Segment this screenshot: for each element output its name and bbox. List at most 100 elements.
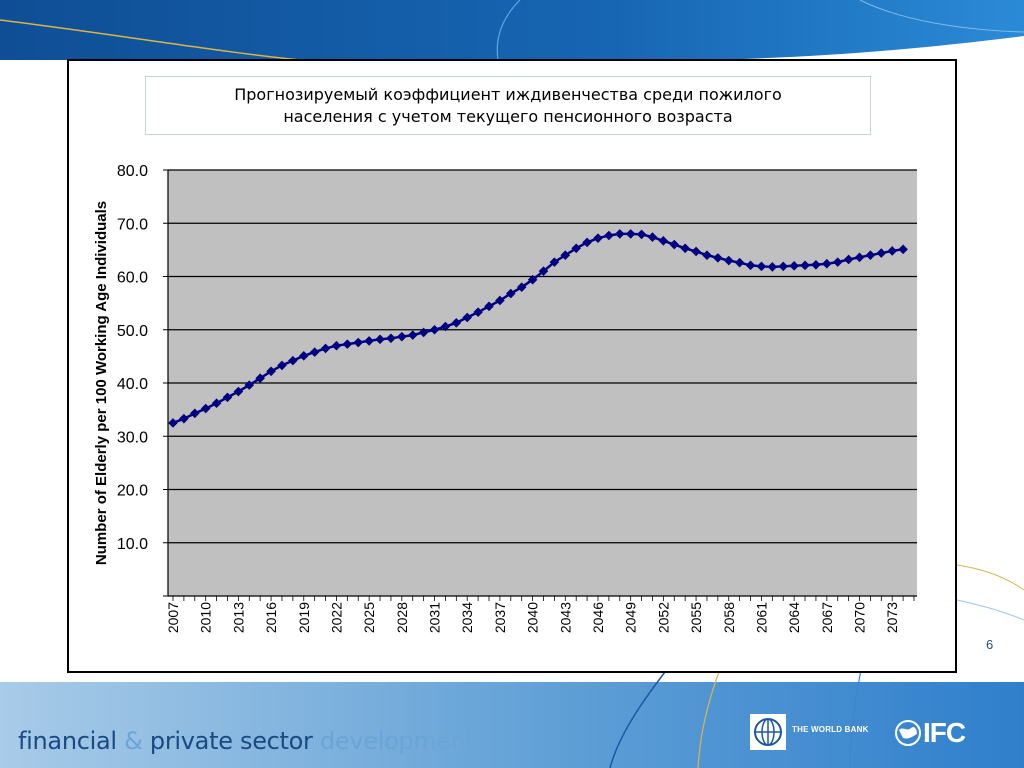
data-point	[789, 261, 799, 271]
footer-title: financial & private sector development	[18, 727, 475, 755]
chart-title-line1: Прогнозируемый коэффициент иждивенчества…	[234, 84, 782, 104]
data-point	[832, 257, 843, 267]
data-point	[495, 295, 505, 306]
ifc-globe-icon	[895, 720, 921, 746]
data-point	[462, 312, 473, 323]
data-point	[527, 274, 538, 285]
data-point	[429, 324, 440, 335]
chart-title: Прогнозируемый коэффициент иждивенчества…	[145, 76, 871, 135]
data-point	[800, 260, 810, 271]
data-point	[233, 386, 244, 397]
data-point	[266, 366, 276, 377]
x-tick-label: 2031	[427, 602, 443, 633]
footer-word-private-sector: private sector	[149, 727, 313, 755]
data-point	[298, 351, 309, 361]
data-point	[168, 418, 178, 428]
data-point	[636, 229, 647, 240]
data-point	[211, 398, 222, 409]
data-point	[625, 229, 636, 239]
data-point	[451, 318, 462, 328]
data-point	[331, 340, 342, 351]
data-point	[277, 360, 287, 371]
data-point	[669, 239, 680, 250]
data-point	[189, 408, 200, 419]
data-point	[647, 232, 658, 242]
data-point	[549, 257, 560, 267]
data-point	[778, 261, 789, 272]
x-tick-label: 2064	[786, 602, 802, 633]
data-point	[571, 243, 581, 254]
world-bank-logo-icon	[750, 714, 786, 750]
footer-ampersand: &	[124, 727, 143, 755]
data-point	[767, 262, 778, 272]
data-point	[179, 413, 189, 424]
data-point	[745, 260, 756, 271]
ifc-logo-text: IFC	[923, 717, 966, 748]
data-point	[691, 246, 701, 257]
data-point	[407, 330, 418, 340]
data-point	[658, 236, 669, 246]
y-tick-label: 60.0	[117, 270, 148, 287]
x-tick-label: 2034	[459, 602, 475, 633]
data-point	[288, 355, 298, 366]
data-point	[702, 250, 712, 260]
data-point	[222, 392, 233, 403]
data-point	[244, 380, 255, 390]
data-point	[440, 321, 451, 332]
chart-title-line2: населения с учетом текущего пенсионного …	[283, 106, 733, 126]
x-tick-label: 2037	[492, 602, 508, 633]
y-axis-title: Number of Elderly per 100 Working Age In…	[93, 201, 110, 565]
y-tick-label: 20.0	[117, 483, 148, 500]
data-point	[734, 257, 745, 268]
data-point	[342, 339, 353, 349]
x-tick-label: 2007	[165, 602, 181, 633]
data-point	[898, 244, 908, 255]
data-point	[397, 331, 407, 342]
data-point	[843, 254, 854, 265]
x-tick-label: 2022	[328, 602, 344, 633]
x-tick-label: 2067	[819, 602, 835, 633]
x-tick-label: 2073	[884, 602, 900, 633]
data-point	[353, 337, 364, 348]
data-point	[320, 343, 331, 354]
data-point	[680, 243, 690, 254]
x-tick-label: 2046	[590, 602, 606, 633]
x-tick-label: 2052	[655, 602, 671, 633]
x-tick-label: 2016	[263, 602, 279, 633]
y-tick-label: 50.0	[117, 323, 148, 340]
data-point	[822, 258, 832, 269]
x-tick-label: 2070	[852, 602, 868, 633]
x-tick-label: 2055	[688, 602, 704, 633]
data-point	[865, 250, 876, 260]
data-point	[418, 327, 429, 338]
data-point	[713, 253, 723, 263]
data-point	[473, 307, 483, 317]
data-point	[255, 373, 265, 384]
data-point	[756, 261, 767, 272]
world-bank-logo-text: THE WORLD BANK	[792, 725, 869, 734]
page-number: 6	[986, 637, 994, 652]
footer-word-financial: financial	[18, 727, 117, 755]
data-point	[364, 336, 374, 346]
footer-word-development: development	[319, 727, 475, 755]
data-point	[876, 248, 887, 258]
x-tick-label: 2025	[361, 602, 377, 633]
x-tick-label: 2058	[721, 602, 737, 633]
data-point	[887, 246, 898, 256]
x-tick-label: 2049	[623, 602, 639, 633]
data-point	[593, 233, 603, 243]
data-point	[582, 237, 592, 248]
x-tick-label: 2013	[230, 602, 246, 633]
data-point	[200, 403, 211, 414]
data-point	[560, 250, 571, 260]
y-tick-label: 40.0	[117, 376, 148, 393]
y-tick-label: 10.0	[117, 536, 148, 553]
x-tick-label: 2061	[753, 602, 769, 633]
data-point	[604, 230, 614, 241]
data-point	[516, 282, 527, 292]
data-point	[811, 259, 821, 270]
data-point	[484, 301, 494, 312]
y-tick-label: 80.0	[117, 163, 148, 180]
